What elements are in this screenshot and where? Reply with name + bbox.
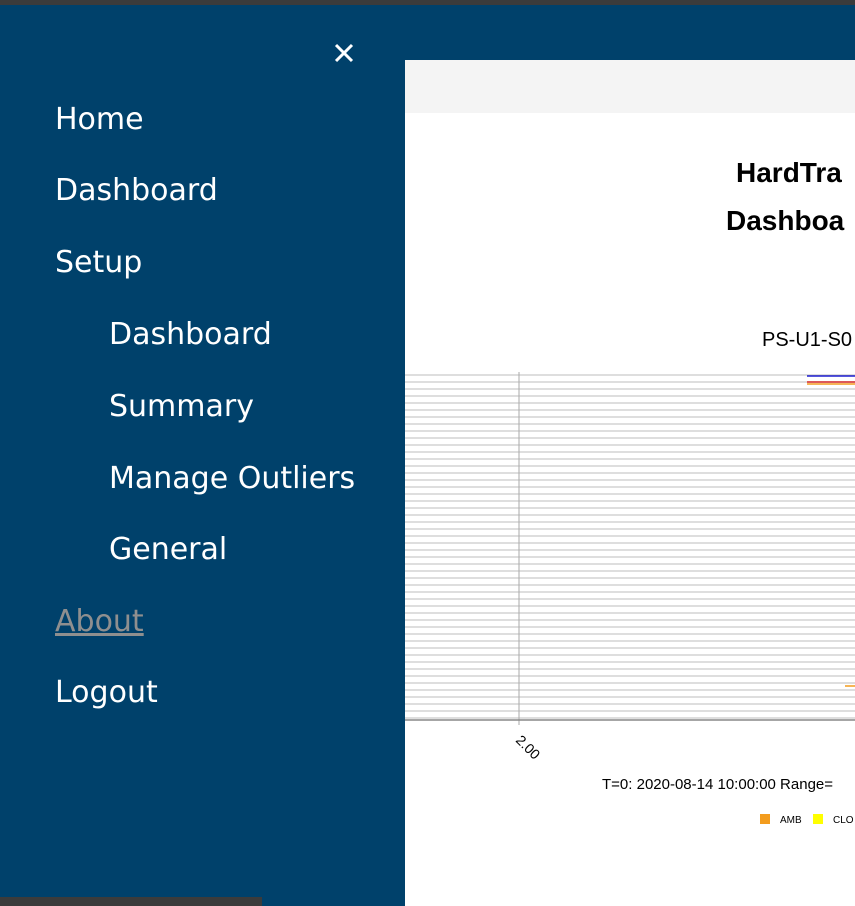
legend-label: AMB (780, 815, 802, 826)
title: HardTra (736, 157, 842, 188)
menu-item[interactable]: Summary (109, 389, 254, 424)
menu-item[interactable]: Manage Outliers (109, 461, 356, 496)
window-edge (0, 0, 855, 5)
close-button[interactable] (333, 42, 355, 64)
scrollbar (0, 897, 262, 906)
content-panel: HardTra Dashboa PS-U1-S0 2.00 T=0: 2020-… (405, 60, 855, 906)
menu-item[interactable]: About (55, 604, 144, 639)
menu-item[interactable]: Dashboard (109, 317, 272, 352)
legend-label: CLO (833, 815, 854, 826)
x-tick-label: 2.00 (513, 732, 544, 763)
legend-swatch (760, 814, 770, 824)
menu-item[interactable]: Logout (55, 675, 158, 710)
menu-item[interactable]: Home (55, 102, 144, 137)
legend-swatch (813, 814, 823, 824)
chart-title: PS-U1-S0 (762, 329, 852, 351)
menu-item[interactable]: General (109, 532, 228, 567)
menu-item[interactable]: Setup (55, 245, 143, 280)
chart: HardTra Dashboa PS-U1-S0 2.00 T=0: 2020-… (405, 60, 855, 826)
menu-item[interactable]: Dashboard (55, 173, 218, 208)
panel-header (405, 60, 855, 113)
sidebar (0, 5, 405, 906)
caption: T=0: 2020-08-14 10:00:00 Range= (602, 776, 833, 793)
title: Dashboa (726, 205, 845, 236)
